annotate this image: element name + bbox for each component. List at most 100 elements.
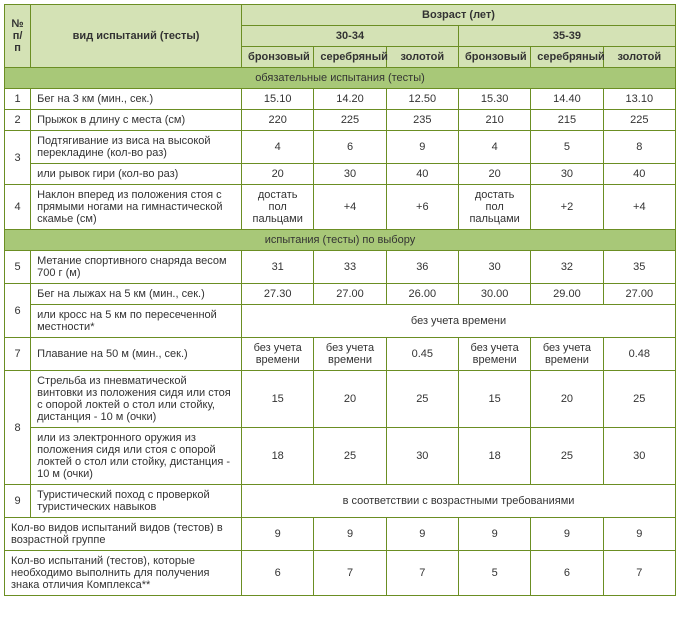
row-num: 8 [5, 371, 31, 485]
cell: 9 [603, 518, 675, 551]
cell: 25 [603, 371, 675, 428]
test-name: или рывок гири (кол-во раз) [31, 164, 242, 185]
test-name: Метание спортивного снаряда весом 700 г … [31, 251, 242, 284]
cell: 25 [386, 371, 458, 428]
cell: 14.20 [314, 89, 386, 110]
cell: 18 [458, 428, 530, 485]
cell: 14.40 [531, 89, 603, 110]
cell: достать пол пальцами [458, 185, 530, 230]
table-row: Кол-во видов испытаний видов (тестов) в … [5, 518, 676, 551]
cell: 225 [314, 110, 386, 131]
cell: +4 [314, 185, 386, 230]
standards-table: № п/п вид испытаний (тесты) Возраст (лет… [4, 4, 676, 596]
row-num: 2 [5, 110, 31, 131]
header-age: Возраст (лет) [242, 5, 676, 26]
cell: 40 [603, 164, 675, 185]
table-row: 9 Туристический поход с проверкой турист… [5, 485, 676, 518]
cell: 30 [531, 164, 603, 185]
cell: 9 [458, 518, 530, 551]
cell: +6 [386, 185, 458, 230]
header-silver-2: серебряный [531, 47, 603, 68]
cell: 30 [458, 251, 530, 284]
header-gold-1: золотой [386, 47, 458, 68]
cell: 15.10 [242, 89, 314, 110]
test-name: или из электронного оружия из положения … [31, 428, 242, 485]
header-num: № п/п [5, 5, 31, 68]
cell: 0.45 [386, 338, 458, 371]
cell: 12.50 [386, 89, 458, 110]
cell: 20 [242, 164, 314, 185]
table-row: 6 Бег на лыжах на 5 км (мин., сек.) 27.3… [5, 284, 676, 305]
cell: 25 [314, 428, 386, 485]
cell: 29.00 [531, 284, 603, 305]
row-num: 6 [5, 284, 31, 338]
cell: 8 [603, 131, 675, 164]
cell: 4 [458, 131, 530, 164]
table-row: 4 Наклон вперед из положения стоя с прям… [5, 185, 676, 230]
header-silver-1: серебряный [314, 47, 386, 68]
section-optional: испытания (тесты) по выбору [5, 230, 676, 251]
cell: 7 [386, 551, 458, 596]
cell: 9 [531, 518, 603, 551]
cell: 27.30 [242, 284, 314, 305]
total-label: Кол-во испытаний (тестов), которые необх… [5, 551, 242, 596]
header-bronze-2: бронзовый [458, 47, 530, 68]
header-bronze-1: бронзовый [242, 47, 314, 68]
section-mandatory: обязательные испытания (тесты) [5, 68, 676, 89]
table-row: 3 Подтягивание из виса на высокой перекл… [5, 131, 676, 164]
cell: 27.00 [603, 284, 675, 305]
cell: 30.00 [458, 284, 530, 305]
cell: 220 [242, 110, 314, 131]
cell: +4 [603, 185, 675, 230]
cell: без учета времени [458, 338, 530, 371]
cell: 5 [531, 131, 603, 164]
table-row: 8 Стрельба из пневматической винтовки из… [5, 371, 676, 428]
table-row: или рывок гири (кол-во раз) 20 30 40 20 … [5, 164, 676, 185]
cell: 18 [242, 428, 314, 485]
table-row: или из электронного оружия из положения … [5, 428, 676, 485]
header-age-group-2: 35-39 [458, 26, 675, 47]
row-num: 9 [5, 485, 31, 518]
cell: 31 [242, 251, 314, 284]
test-name: Бег на лыжах на 5 км (мин., сек.) [31, 284, 242, 305]
cell: 4 [242, 131, 314, 164]
cell: 235 [386, 110, 458, 131]
cell: 13.10 [603, 89, 675, 110]
cell: 20 [458, 164, 530, 185]
row-num: 4 [5, 185, 31, 230]
cell: 30 [314, 164, 386, 185]
table-row: 1 Бег на 3 км (мин., сек.) 15.10 14.20 1… [5, 89, 676, 110]
cell: 225 [603, 110, 675, 131]
row-num: 7 [5, 338, 31, 371]
test-name: Бег на 3 км (мин., сек.) [31, 89, 242, 110]
table-row: или кросс на 5 км по пересеченной местно… [5, 305, 676, 338]
cell: 210 [458, 110, 530, 131]
test-name: Прыжок в длину с места (см) [31, 110, 242, 131]
cell: 9 [386, 131, 458, 164]
cell: 25 [531, 428, 603, 485]
cell: 32 [531, 251, 603, 284]
cell: 40 [386, 164, 458, 185]
header-age-group-1: 30-34 [242, 26, 459, 47]
cell: 9 [242, 518, 314, 551]
cell: 30 [386, 428, 458, 485]
table-row: 2 Прыжок в длину с места (см) 220 225 23… [5, 110, 676, 131]
test-name: Плавание на 50 м (мин., сек.) [31, 338, 242, 371]
row-num: 3 [5, 131, 31, 185]
cell: 35 [603, 251, 675, 284]
test-name: Стрельба из пневматической винтовки из п… [31, 371, 242, 428]
cell: без учета времени [531, 338, 603, 371]
cell: 15 [458, 371, 530, 428]
test-name: или кросс на 5 км по пересеченной местно… [31, 305, 242, 338]
cell: 15.30 [458, 89, 530, 110]
cell: достать пол пальцами [242, 185, 314, 230]
cell-span: без учета времени [242, 305, 676, 338]
cell: 7 [603, 551, 675, 596]
table-row: 7 Плавание на 50 м (мин., сек.) без учет… [5, 338, 676, 371]
cell: 5 [458, 551, 530, 596]
cell: 36 [386, 251, 458, 284]
cell: 6 [531, 551, 603, 596]
cell: 6 [314, 131, 386, 164]
test-name: Туристический поход с проверкой туристич… [31, 485, 242, 518]
table-row: 5 Метание спортивного снаряда весом 700 … [5, 251, 676, 284]
